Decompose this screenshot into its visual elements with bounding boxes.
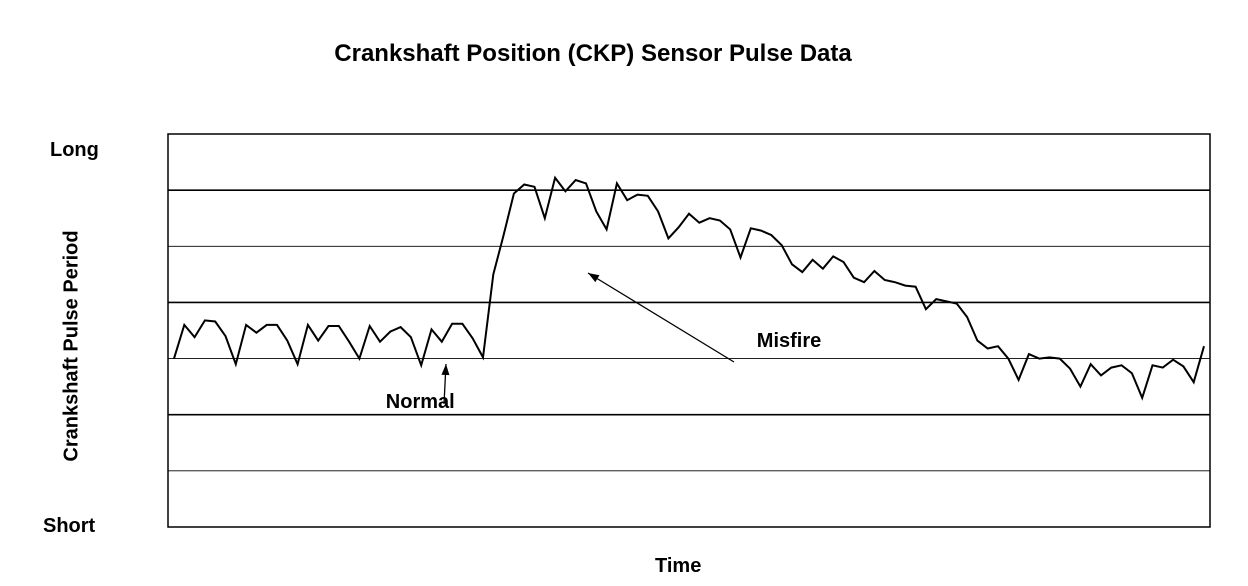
series-line [173, 175, 1205, 401]
x-axis-label: Time [655, 555, 702, 577]
y-tick-label-short: Short [43, 515, 96, 537]
annotation-arrows [441, 272, 735, 405]
grid-lines [168, 189, 1210, 472]
plot-frame [167, 133, 1211, 528]
y-tick-label-long: Long [50, 139, 99, 161]
annotation-normal: Normal [385, 391, 455, 414]
annotation-arrow-normal [441, 363, 450, 405]
annotation-arrow-misfire [587, 272, 735, 363]
chart-title: Crankshaft Position (CKP) Sensor Pulse D… [334, 40, 852, 67]
annotation-misfire: Misfire [756, 329, 822, 352]
